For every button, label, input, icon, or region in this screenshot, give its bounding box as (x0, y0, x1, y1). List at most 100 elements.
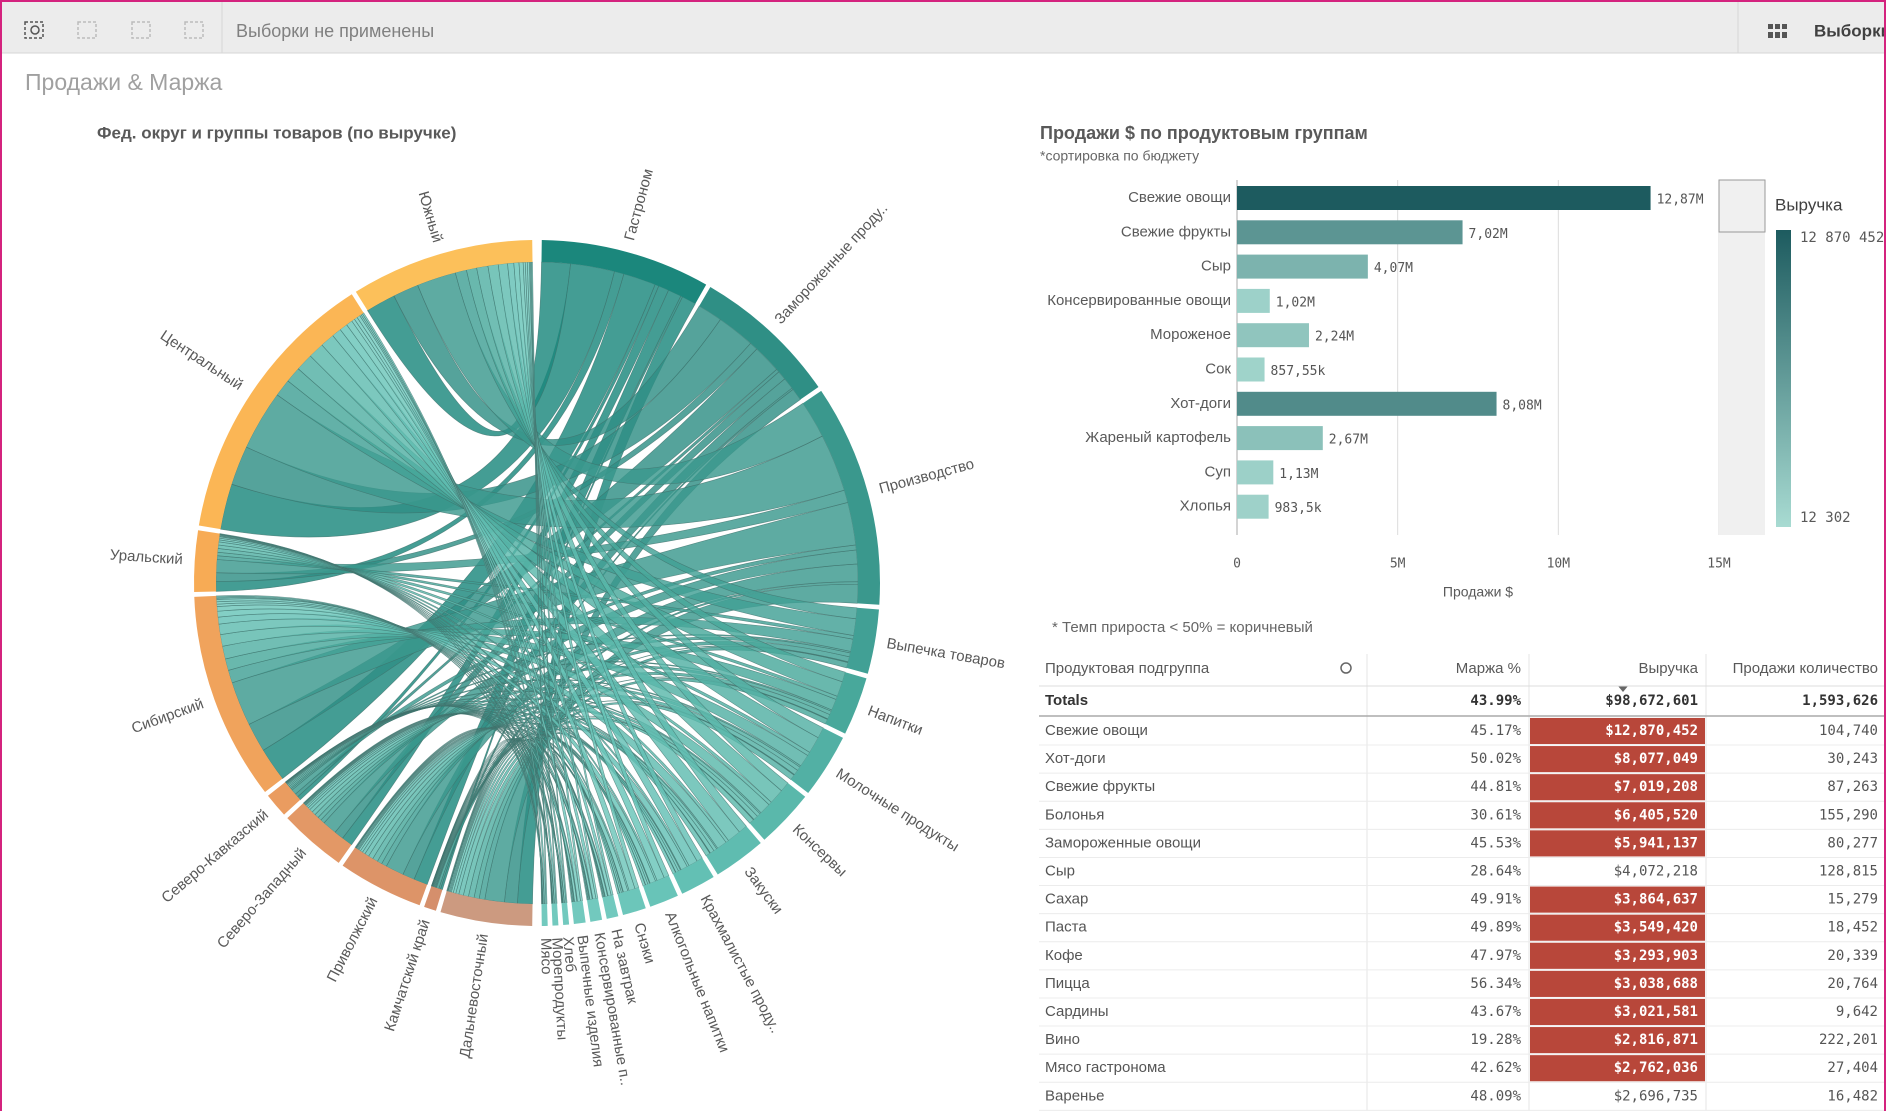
table-cell[interactable]: 49.89% (1470, 920, 1521, 936)
table-cell[interactable]: 50.02% (1470, 751, 1521, 767)
table-cell[interactable]: 56.34% (1470, 976, 1521, 992)
group-arc[interactable] (749, 783, 806, 840)
smart-search-icon[interactable] (24, 21, 44, 39)
table-cell[interactable]: Сыр (1045, 862, 1075, 879)
region-arc[interactable] (287, 803, 352, 863)
forward-icon[interactable] (131, 21, 151, 39)
table-cell[interactable]: 80,277 (1827, 835, 1878, 851)
column-header[interactable]: Продажи количество (1733, 660, 1878, 677)
column-header[interactable]: Продуктовая подгруппа (1045, 660, 1210, 677)
bar[interactable] (1237, 460, 1274, 485)
table-cell[interactable]: 155,290 (1819, 807, 1878, 823)
table-cell[interactable]: Кофе (1045, 947, 1083, 964)
bar[interactable] (1237, 426, 1323, 451)
back-icon[interactable] (77, 21, 97, 39)
bar[interactable] (1237, 254, 1368, 279)
column-header[interactable]: Выручка (1638, 660, 1698, 677)
column-header[interactable]: Маржа % (1456, 660, 1521, 677)
table-cell[interactable]: Паста (1045, 919, 1087, 936)
table-cell[interactable]: 16,482 (1827, 1088, 1878, 1104)
table-cell[interactable]: 20,764 (1827, 976, 1878, 992)
table-cell[interactable]: 27,404 (1827, 1060, 1878, 1076)
table-cell[interactable]: 28.64% (1470, 864, 1521, 880)
table-cell[interactable]: Болонья (1045, 806, 1104, 823)
table-cell[interactable]: Сахар (1045, 891, 1088, 908)
bar[interactable] (1237, 391, 1497, 416)
clear-icon[interactable] (184, 21, 204, 39)
table-cell[interactable]: $3,293,903 (1614, 948, 1698, 964)
table-cell[interactable]: $7,019,208 (1614, 779, 1698, 795)
region-arc[interactable] (342, 847, 428, 906)
selections-icon[interactable] (1768, 24, 1787, 38)
table-cell[interactable]: Хот-доги (1045, 750, 1106, 767)
bar[interactable] (1237, 357, 1265, 382)
table-cell[interactable]: 19.28% (1470, 1032, 1521, 1048)
group-arc[interactable] (586, 898, 603, 922)
group-arc[interactable] (802, 390, 880, 605)
table-cell[interactable]: $8,077,049 (1614, 751, 1698, 767)
table-cell[interactable]: $4,072,218 (1614, 864, 1698, 880)
region-arc[interactable] (194, 595, 283, 792)
region-arc[interactable] (194, 530, 220, 593)
table-cell[interactable]: Замороженные овощи (1045, 834, 1201, 851)
table-cell[interactable]: 222,201 (1819, 1032, 1878, 1048)
scroll-window[interactable] (1718, 179, 1766, 233)
table-cell[interactable]: Мясо гастронома (1045, 1059, 1166, 1076)
table-cell[interactable]: 45.53% (1470, 835, 1521, 851)
bar[interactable] (1237, 220, 1463, 245)
selections-button[interactable]: Выборки (1814, 21, 1886, 40)
table-cell[interactable]: 43.67% (1470, 1004, 1521, 1020)
table-cell[interactable]: 20,339 (1827, 948, 1878, 964)
table-cell[interactable]: 104,740 (1819, 723, 1878, 739)
table-cell[interactable]: 87,263 (1827, 779, 1878, 795)
table-cell[interactable]: $3,021,581 (1614, 1004, 1698, 1020)
bar[interactable] (1237, 186, 1651, 210)
table-cell[interactable]: Свежие овощи (1045, 722, 1148, 739)
group-arc[interactable] (541, 240, 707, 304)
group-arc[interactable] (672, 858, 714, 894)
region-arc[interactable] (355, 240, 533, 311)
group-arc[interactable] (602, 894, 619, 919)
table-cell[interactable]: $3,038,688 (1614, 976, 1698, 992)
table-cell[interactable]: Сардины (1045, 1003, 1109, 1020)
group-arc[interactable] (790, 727, 844, 794)
group-arc[interactable] (617, 887, 646, 916)
region-arc[interactable] (267, 782, 301, 815)
group-arc[interactable] (699, 287, 819, 400)
table-cell[interactable]: 30,243 (1827, 751, 1878, 767)
region-arc[interactable] (424, 886, 443, 911)
bar[interactable] (1237, 494, 1269, 519)
table-cell[interactable]: Пицца (1045, 975, 1090, 992)
region-arc[interactable] (198, 294, 364, 530)
table-cell[interactable]: 44.81% (1470, 779, 1521, 795)
group-arc[interactable] (571, 900, 586, 925)
group-arc[interactable] (541, 903, 548, 926)
table-cell[interactable]: 18,452 (1827, 920, 1878, 936)
table-cell[interactable]: 15,279 (1827, 892, 1878, 908)
table-cell[interactable]: 30.61% (1470, 807, 1521, 823)
table-cell[interactable]: $2,696,735 (1614, 1088, 1698, 1104)
scroll-minimap[interactable] (1719, 180, 1765, 535)
table-cell[interactable]: 9,642 (1836, 1004, 1878, 1020)
table-cell[interactable]: $2,816,871 (1614, 1032, 1698, 1048)
table-cell[interactable]: $2,762,036 (1614, 1060, 1698, 1076)
group-arc[interactable] (551, 903, 559, 926)
bar[interactable] (1237, 323, 1309, 348)
table-cell[interactable]: $12,870,452 (1605, 723, 1698, 739)
group-arc[interactable] (561, 902, 570, 925)
group-arc[interactable] (825, 672, 867, 734)
table-cell[interactable]: 45.17% (1470, 723, 1521, 739)
table-cell[interactable]: Вино (1045, 1031, 1080, 1048)
table-cell[interactable]: $3,549,420 (1614, 920, 1698, 936)
table-cell[interactable]: 48.09% (1470, 1088, 1521, 1104)
table-cell[interactable]: 42.62% (1470, 1060, 1521, 1076)
table-cell[interactable]: $5,941,137 (1614, 835, 1698, 851)
table-cell[interactable]: Варенье (1045, 1087, 1104, 1104)
bar[interactable] (1237, 288, 1270, 313)
group-arc[interactable] (643, 875, 678, 907)
table-cell[interactable]: 49.91% (1470, 892, 1521, 908)
group-arc[interactable] (706, 826, 761, 875)
table-cell[interactable]: 128,815 (1819, 864, 1878, 880)
table-cell[interactable]: 47.97% (1470, 948, 1521, 964)
group-arc[interactable] (846, 607, 879, 674)
